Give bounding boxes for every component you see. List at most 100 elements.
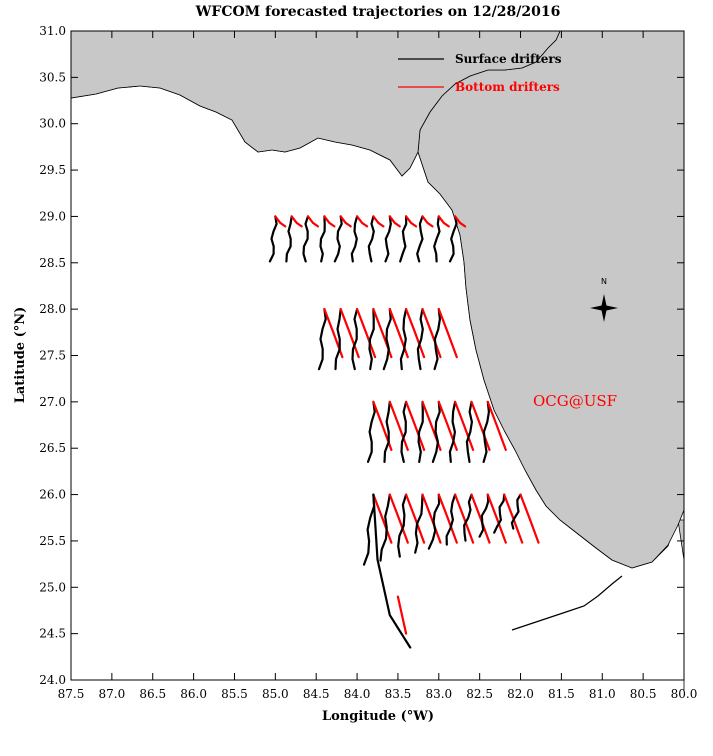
surface-drifter-track <box>268 215 278 263</box>
bottom-drifter-track <box>437 493 458 544</box>
surface-drifter-track <box>463 493 473 542</box>
y-tick-label: 26.0 <box>39 488 66 502</box>
surface-drifter-track <box>416 308 424 371</box>
bottom-drifter-track <box>503 493 524 544</box>
drifter-trajectories <box>268 215 540 649</box>
x-axis: 87.5 87.0 86.5 86.0 85.5 85.0 84.5 84.0 83.5 83.0… <box>58 31 698 701</box>
bottom-drifter-track <box>274 215 287 228</box>
bottom-drifter-track <box>306 215 320 228</box>
bottom-drifter-track <box>388 493 409 544</box>
florida-keys <box>511 575 623 631</box>
y-tick-label: 24.5 <box>39 627 66 641</box>
legend: Surface drifters Bottom drifters <box>398 52 562 94</box>
surface-drifter-track <box>333 215 343 263</box>
surface-drifter-track <box>400 400 408 463</box>
bottom-drifter-track <box>486 400 507 451</box>
bottom-drifter-track <box>421 308 442 359</box>
bottom-drifter-track <box>437 215 450 228</box>
y-tick-label: 30.0 <box>39 117 66 131</box>
bottom-drifter-track <box>405 215 418 228</box>
bottom-drifter-track <box>470 493 491 544</box>
x-tick-label: 84.0 <box>344 687 371 701</box>
bottom-drifter-track <box>290 215 303 228</box>
y-tick-label: 28.5 <box>39 256 66 270</box>
y-axis: 31.0 30.5 30.0 29.5 29.0 28.5 28.0 27.5 27.0 26.5… <box>39 24 684 687</box>
surface-drifter-track <box>350 215 359 263</box>
y-tick-label: 31.0 <box>39 24 66 38</box>
x-tick-label: 80.5 <box>630 687 657 701</box>
bottom-drifter-track <box>339 308 360 359</box>
surface-drifter-track <box>317 308 327 371</box>
compass-rose: N <box>590 277 618 322</box>
y-tick-label: 29.5 <box>39 163 66 177</box>
bottom-drifter-tail <box>396 595 408 635</box>
plot-area: N OCG@USF Surface drifters Bottom drifte… <box>70 30 685 690</box>
bottom-drifter-track <box>519 493 540 544</box>
bottom-drifter-track <box>405 400 426 451</box>
surface-drifter-track <box>399 308 408 371</box>
y-tick-label: 29.0 <box>39 209 66 223</box>
surface-drifter-track <box>383 400 391 463</box>
compass-north-label: N <box>601 277 607 286</box>
y-tick-label: 30.5 <box>39 70 66 84</box>
map-title: WFCOM forecasted trajectories on 12/28/2… <box>195 4 561 20</box>
surface-drifter-track <box>399 215 408 263</box>
x-tick-label: 86.0 <box>180 687 207 701</box>
legend-bottom-label: Bottom drifters <box>455 80 560 94</box>
x-tick-label: 87.0 <box>99 687 126 701</box>
y-tick-label: 27.5 <box>39 349 66 363</box>
surface-drifter-track <box>382 308 392 371</box>
surface-drifter-track <box>368 308 375 371</box>
surface-drifter-track <box>433 215 441 263</box>
y-tick-label: 24.0 <box>39 673 66 687</box>
x-tick-label: 86.5 <box>139 687 166 701</box>
bottom-drifter-track <box>388 215 401 228</box>
bottom-drifter-track <box>421 493 442 544</box>
x-tick-label: 83.5 <box>385 687 412 701</box>
surface-drifter-track <box>448 215 458 263</box>
legend-surface-label: Surface drifters <box>455 52 562 66</box>
florida-panhandle <box>70 30 561 177</box>
surface-drifter-track <box>367 215 375 263</box>
surface-drifter-track <box>478 493 490 538</box>
bottom-drifter-track <box>454 400 475 451</box>
x-tick-label: 82.0 <box>507 687 534 701</box>
x-tick-label: 85.5 <box>221 687 248 701</box>
surface-drifter-track <box>334 308 342 371</box>
bottom-drifter-track <box>405 308 426 359</box>
bottom-drifter-track <box>470 400 491 451</box>
y-tick-label: 27.0 <box>39 395 66 409</box>
surface-drifter-track <box>366 400 376 463</box>
bottom-drifter-track <box>388 400 409 451</box>
x-tick-label: 82.5 <box>466 687 493 701</box>
bottom-drifter-track <box>372 493 393 544</box>
surface-drifter-track <box>414 493 424 554</box>
surface-drifter-track <box>285 215 293 263</box>
x-tick-label: 80.0 <box>671 687 698 701</box>
surface-drifter-track <box>431 400 441 463</box>
x-tick-label: 81.0 <box>589 687 616 701</box>
bottom-drifter-track <box>323 215 336 228</box>
x-tick-label: 83.0 <box>425 687 452 701</box>
surface-drifter-track <box>302 215 310 263</box>
surface-drifter-track <box>465 400 474 463</box>
surface-drifter-tail <box>372 493 412 649</box>
bottom-drifter-track <box>372 215 385 228</box>
x-tick-label: 81.5 <box>548 687 575 701</box>
bottom-drifter-track <box>486 493 507 544</box>
bottom-drifter-track <box>356 308 377 359</box>
bottom-drifter-track <box>454 493 475 544</box>
bottom-drifter-track <box>421 215 434 228</box>
x-tick-label: 87.5 <box>58 687 85 701</box>
bottom-drifter-track <box>356 215 369 228</box>
surface-drifter-track <box>397 493 408 558</box>
surface-drifter-track <box>319 215 326 263</box>
surface-drifter-track <box>417 400 424 463</box>
surface-drifter-track <box>384 215 392 263</box>
y-tick-label: 28.0 <box>39 302 66 316</box>
surface-drifter-track <box>433 308 442 371</box>
surface-drifter-track <box>493 493 506 534</box>
y-tick-label: 25.5 <box>39 534 66 548</box>
x-axis-title: Longitude (°W) <box>322 709 434 724</box>
